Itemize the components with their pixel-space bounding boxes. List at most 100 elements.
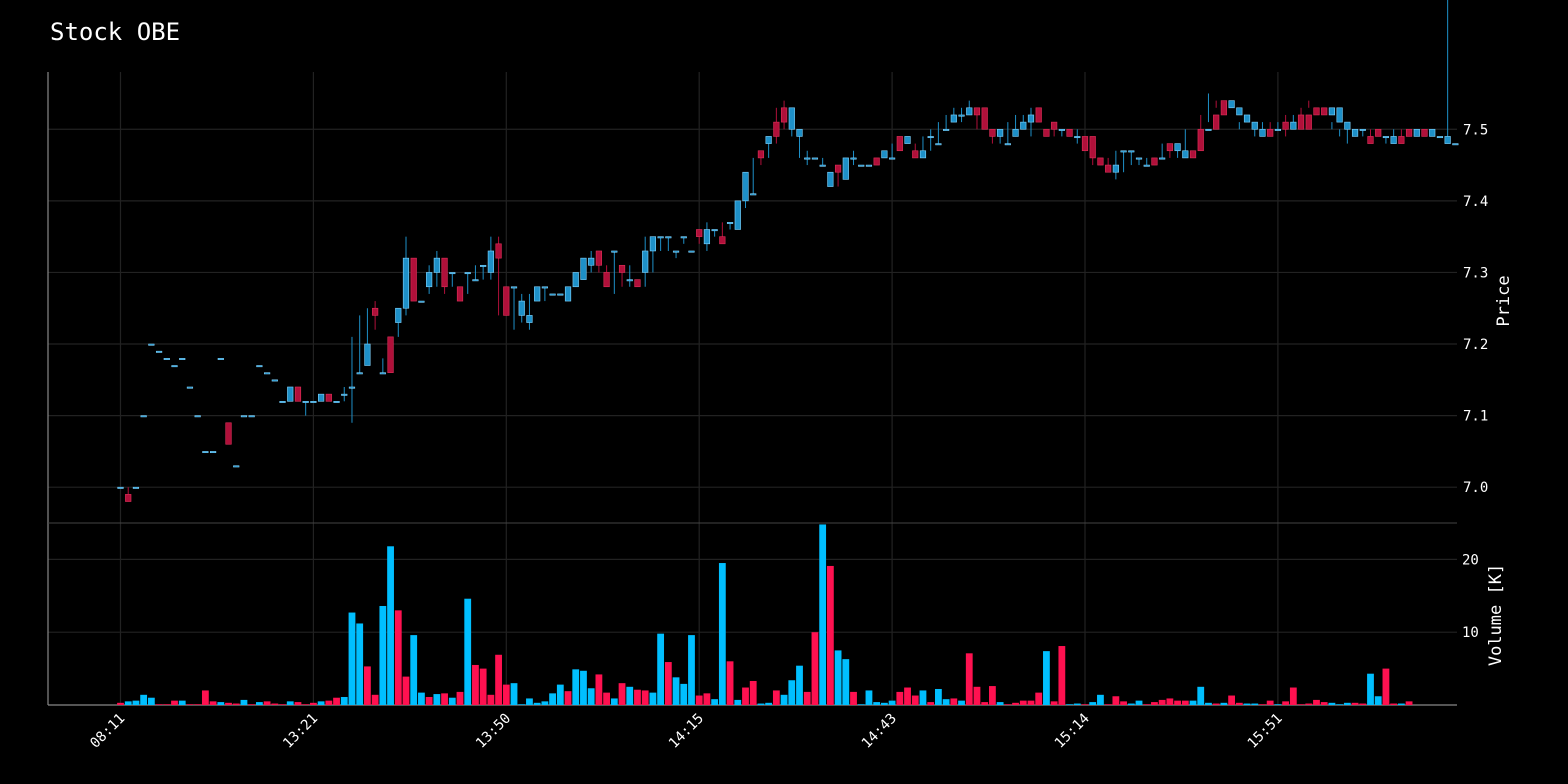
volume-bar [819,524,827,705]
volume-bar [1243,703,1251,705]
volume-bar [904,687,911,705]
candle-body [696,229,703,237]
volume-bar [340,696,348,705]
candle-body [649,236,657,252]
volume-bar [526,698,533,705]
volume-bar [1089,702,1097,705]
candle-body [1051,121,1058,130]
volume-bar [610,698,618,705]
volume-bar [124,701,132,705]
volume-bar [364,666,371,705]
volume-bar [919,690,927,705]
volume-bar [742,687,749,705]
candle-body [541,286,548,289]
candle-body [834,164,842,173]
volume-tick-label: 20 [1462,552,1479,568]
volume-bar [803,691,811,705]
candle-body [364,343,371,366]
candle-body [997,128,1004,137]
volume-bar [163,704,171,705]
candle-body [456,286,464,302]
candle-body [1259,128,1266,137]
candle-body [1359,128,1366,131]
candle-body [1012,128,1019,137]
candle-body [626,279,633,282]
candle-body [186,386,194,389]
candle-body [426,272,433,288]
price-tick-label: 7.0 [1463,480,1488,496]
volume-bar [456,691,464,705]
candle-body [989,128,996,137]
candle-body [1035,107,1042,123]
volume-bar [1058,646,1066,705]
volume-bar [1097,694,1104,705]
volume-bar [286,701,294,705]
volume-bar [880,702,888,705]
volume-bar [472,664,479,705]
candle-body [194,415,201,418]
candle-body [1436,136,1444,139]
volume-bar [641,690,649,705]
candle-body [310,401,317,403]
volume-bar [587,688,595,705]
candle-body [510,286,518,289]
volume-bar [356,623,364,705]
candle-body [1128,150,1135,153]
candle-body [1351,128,1359,137]
candle-body [850,157,857,160]
volume-bar [634,689,641,705]
volume-bar [564,691,572,705]
candle-body [302,401,309,403]
volume-bar [1374,696,1382,705]
candle-body [719,236,726,245]
volume-bar [201,690,209,705]
volume-bar [1035,692,1043,705]
volume-bar [263,701,271,705]
candle-body [1452,143,1459,146]
volume-bar [927,702,935,705]
volume-bar [664,662,672,705]
volume-bar [757,703,765,705]
candle-body [1120,150,1127,153]
grid [48,72,1457,705]
candle-body [418,300,425,303]
candle-body [279,401,286,403]
candle-body [780,107,788,123]
candle-body [796,128,803,137]
volume-bar [1189,700,1197,705]
volume-bar [1274,704,1282,705]
volume-bar [1220,702,1228,705]
volume-bar [857,704,865,705]
candle-body [1220,100,1227,116]
volume-bar [688,635,695,705]
volume-bar [186,704,194,705]
candle-body [1405,128,1413,137]
candle-body [518,300,525,316]
candle-body [1382,136,1390,139]
volume-bar [680,683,688,705]
candle-body [410,257,417,302]
volume-bar [518,704,526,705]
candle-body [1321,107,1328,116]
candle-body [858,164,865,167]
volume-bar [1282,701,1290,705]
volume-bar [1289,687,1297,705]
volume-bar [1127,703,1135,705]
volume-bar [155,704,163,705]
volume-bar [1305,703,1313,705]
candle-body [1375,128,1382,137]
candle-body [202,451,209,454]
volume-bar [225,702,232,705]
volume-bar [140,694,148,705]
volume-bar [1351,702,1359,705]
candle-body [480,264,487,267]
volume-bar [911,695,919,705]
volume-bar [1120,701,1127,705]
candle-body [1390,136,1397,144]
candle-body [742,171,749,202]
volume-series [117,524,1413,705]
volume-bar [294,702,302,705]
candle-body [534,286,541,302]
volume-bar [1205,702,1212,705]
